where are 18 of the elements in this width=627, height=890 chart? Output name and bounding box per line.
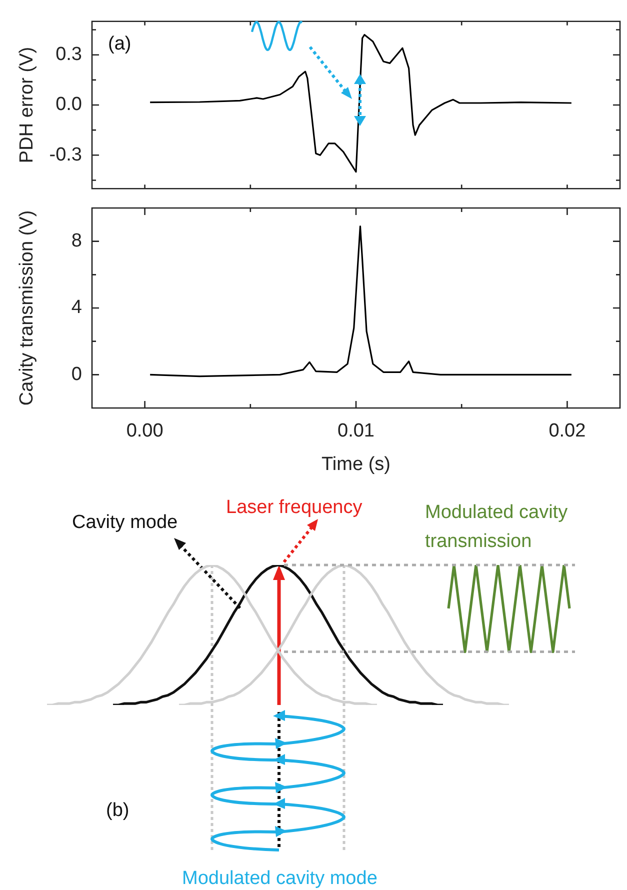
- x-tick-label: 0.01: [338, 420, 374, 442]
- text: Laser frequency: [226, 496, 364, 520]
- text: Cavity mode: [72, 512, 178, 533]
- y-tick-label: 4: [71, 297, 82, 318]
- y-tick-label: 0: [71, 364, 82, 385]
- y-axis-title: Cavity transmission (V): [16, 210, 38, 406]
- y-tick-label: 8: [71, 230, 82, 252]
- x-tick-label: 0.00: [126, 420, 164, 442]
- annotation: (a): [108, 33, 132, 54]
- text: Modulated cavity mode: [182, 867, 378, 890]
- y-tick-label: 0.3: [56, 44, 82, 66]
- y-tick-label: -0.3: [49, 144, 82, 166]
- x-axis-title: Time (s): [322, 454, 390, 475]
- y-tick-label: 0.0: [56, 94, 82, 116]
- text: Modulated cavity transmission: [425, 501, 569, 554]
- y-axis-title: PDH error (V): [16, 46, 38, 164]
- text: (b): [106, 799, 130, 823]
- x-tick-label: 0.02: [548, 420, 586, 442]
